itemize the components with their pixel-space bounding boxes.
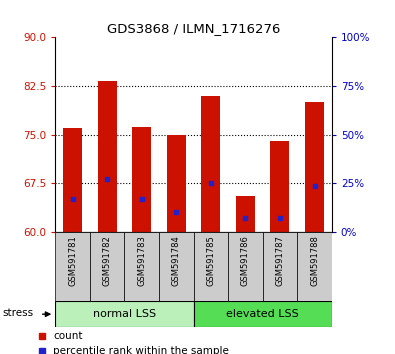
Bar xyxy=(159,232,194,301)
Bar xyxy=(132,127,151,232)
Text: GSM591783: GSM591783 xyxy=(137,235,146,286)
Bar xyxy=(194,301,332,327)
Bar xyxy=(63,128,82,232)
Text: normal LSS: normal LSS xyxy=(93,309,156,319)
Text: GSM591785: GSM591785 xyxy=(206,235,215,286)
Bar xyxy=(271,141,290,232)
Text: GSM591788: GSM591788 xyxy=(310,235,319,286)
Bar xyxy=(228,232,263,301)
Bar xyxy=(90,232,124,301)
Text: GSM591786: GSM591786 xyxy=(241,235,250,286)
Bar xyxy=(305,102,324,232)
Bar xyxy=(98,81,117,232)
Bar xyxy=(55,301,194,327)
Bar xyxy=(201,96,220,232)
Bar xyxy=(263,232,297,301)
Text: percentile rank within the sample: percentile rank within the sample xyxy=(53,346,229,354)
Bar xyxy=(297,232,332,301)
Bar xyxy=(167,135,186,232)
Text: count: count xyxy=(53,331,83,341)
Text: elevated LSS: elevated LSS xyxy=(226,309,299,319)
Text: GSM591787: GSM591787 xyxy=(275,235,284,286)
Bar xyxy=(124,232,159,301)
Text: GSM591782: GSM591782 xyxy=(103,235,112,286)
Title: GDS3868 / ILMN_1716276: GDS3868 / ILMN_1716276 xyxy=(107,22,280,35)
Text: GSM591784: GSM591784 xyxy=(172,235,181,286)
Bar xyxy=(55,232,90,301)
Bar xyxy=(236,196,255,232)
Text: stress: stress xyxy=(3,308,34,318)
Text: GSM591781: GSM591781 xyxy=(68,235,77,286)
Bar xyxy=(194,232,228,301)
